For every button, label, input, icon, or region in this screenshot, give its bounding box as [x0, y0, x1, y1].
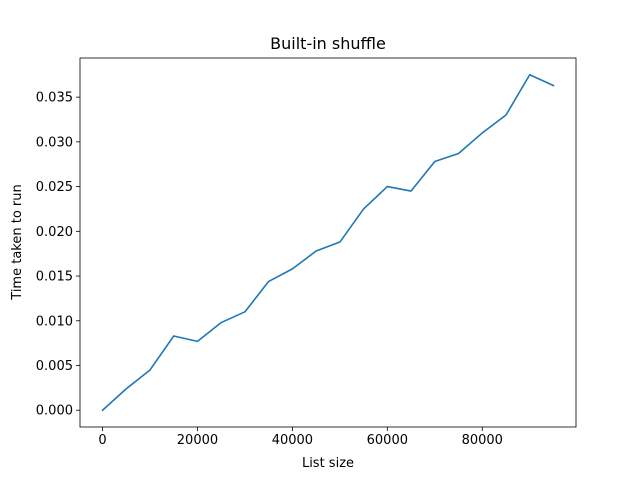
x-axis-ticks: 0 20000 40000 60000 80000: [98, 427, 503, 448]
y-tick-label: 0.010: [36, 314, 73, 329]
x-tick-label: 20000: [177, 433, 218, 448]
x-tick-label: 60000: [367, 433, 408, 448]
y-tick-label: 0.035: [36, 91, 73, 106]
x-tick-label: 0: [98, 433, 106, 448]
y-tick-label: 0.000: [36, 404, 73, 419]
x-tick-label: 40000: [272, 433, 313, 448]
series-layer: [101, 73, 555, 412]
plot-area: [80, 58, 576, 427]
chart-title: Built-in shuffle: [270, 34, 386, 53]
series-line: [101, 73, 555, 412]
x-axis-label: List size: [302, 456, 354, 471]
y-tick-label: 0.030: [36, 135, 73, 150]
plot-frame: [79, 57, 577, 428]
y-tick-label: 0.015: [36, 270, 73, 285]
x-tick-label: 80000: [462, 433, 503, 448]
y-tick-label: 0.025: [36, 180, 73, 195]
y-axis-label: Time taken to run: [10, 184, 25, 300]
y-tick-label: 0.020: [36, 225, 73, 240]
y-axis-ticks: 0.000 0.005 0.010 0.015 0.020 0.025 0.030 0.035: [36, 91, 80, 419]
y-tick-label: 0.005: [36, 359, 73, 374]
